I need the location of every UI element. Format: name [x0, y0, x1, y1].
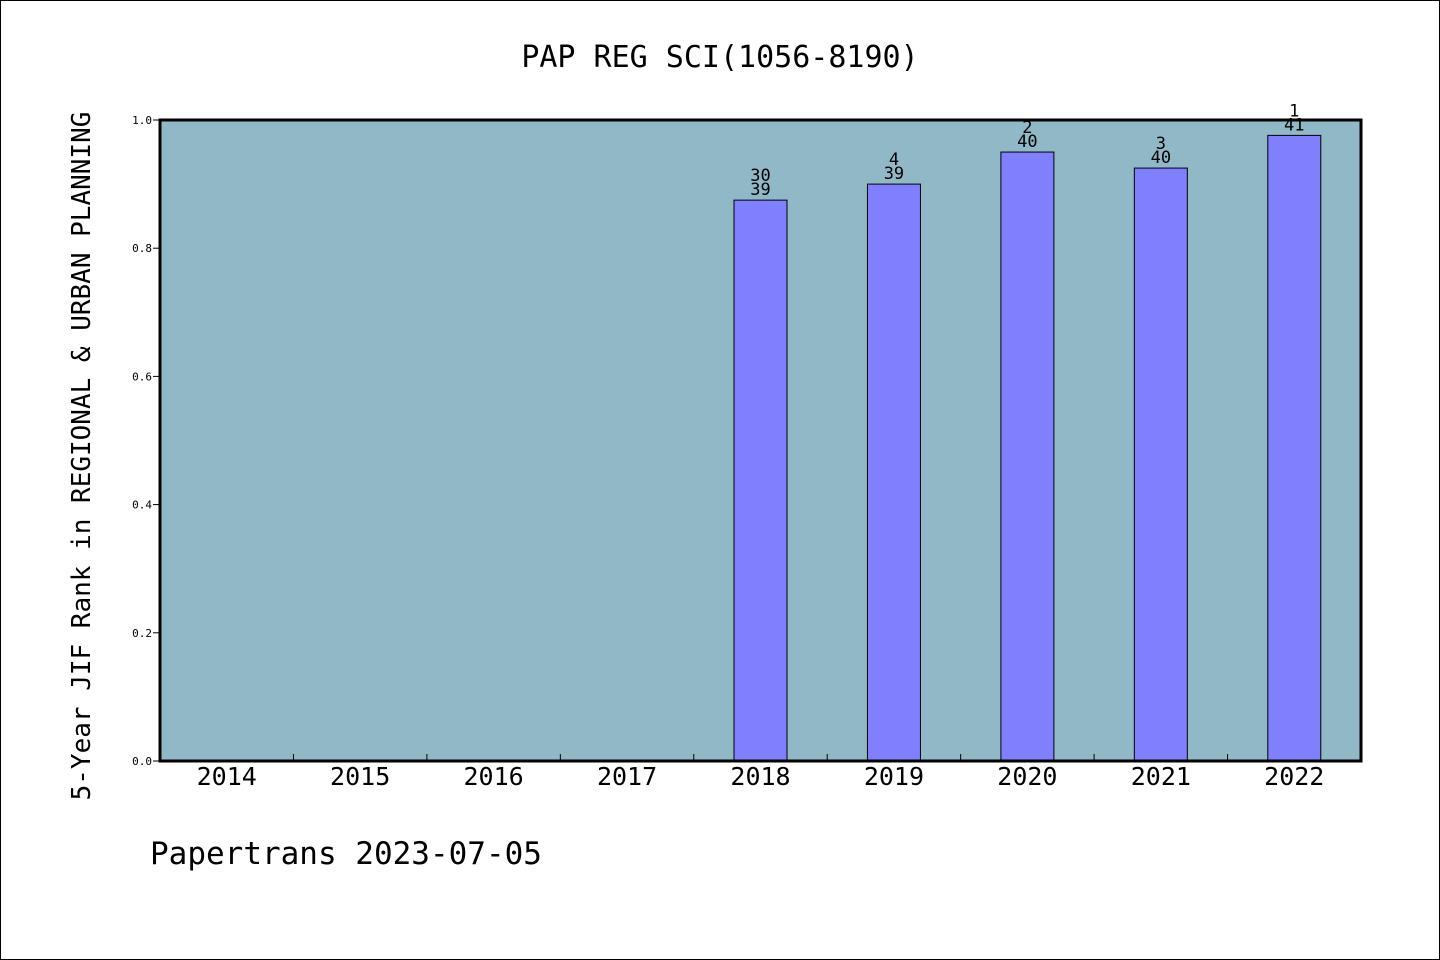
- x-tick-label: 2016: [464, 762, 524, 791]
- x-tick-label: 2018: [730, 762, 790, 791]
- bar: [1267, 134, 1322, 762]
- x-tick-label: 2022: [1264, 762, 1324, 791]
- x-axis: 2014 2015 2016 2017 2018 2019 2020 2021 2022: [197, 754, 1324, 791]
- x-tick-label: 2020: [997, 762, 1057, 791]
- x-tick-label: 2019: [864, 762, 924, 791]
- y-tick-label: 0.6: [132, 370, 152, 383]
- y-tick-label: 1.0: [132, 114, 152, 127]
- chart-title: PAP REG SCI(1056-8190): [521, 40, 918, 75]
- y-tick-label: 0.4: [132, 499, 152, 512]
- bar: [1133, 167, 1188, 762]
- x-tick-label: 2015: [330, 762, 390, 791]
- footer-credit: Papertrans 2023-07-05: [150, 836, 542, 872]
- x-tick-label: 2017: [597, 762, 657, 791]
- bar-rank-label: 2: [1022, 118, 1032, 138]
- bar-rank-label: 4: [889, 150, 899, 170]
- y-axis: 0.0 0.2 0.4 0.6 0.8 1.0: [132, 114, 160, 768]
- bar-rank-label: 3: [1156, 134, 1166, 154]
- bars: [733, 134, 1322, 762]
- x-tick-label: 2014: [197, 762, 257, 791]
- y-tick-label: 0.0: [132, 755, 152, 768]
- bar-total-label: 40: [1151, 148, 1171, 168]
- bar: [866, 183, 921, 762]
- bar-total-label: 41: [1284, 115, 1304, 135]
- bar: [1000, 151, 1055, 762]
- bar-total-label: 39: [750, 180, 770, 200]
- y-tick-label: 0.2: [132, 627, 152, 640]
- bar-rank-label: 30: [750, 166, 770, 186]
- bar: [733, 199, 788, 762]
- y-tick-label: 0.8: [132, 242, 152, 255]
- plot-border: [158, 118, 1363, 763]
- bar-total-label: 39: [884, 164, 904, 184]
- bar-total-label: 40: [1017, 132, 1037, 152]
- y-axis-label: 5-Year JIF Rank in REGIONAL & URBAN PLAN…: [67, 112, 97, 801]
- bar-rank-label: 1: [1289, 101, 1299, 121]
- x-tick-label: 2021: [1131, 762, 1191, 791]
